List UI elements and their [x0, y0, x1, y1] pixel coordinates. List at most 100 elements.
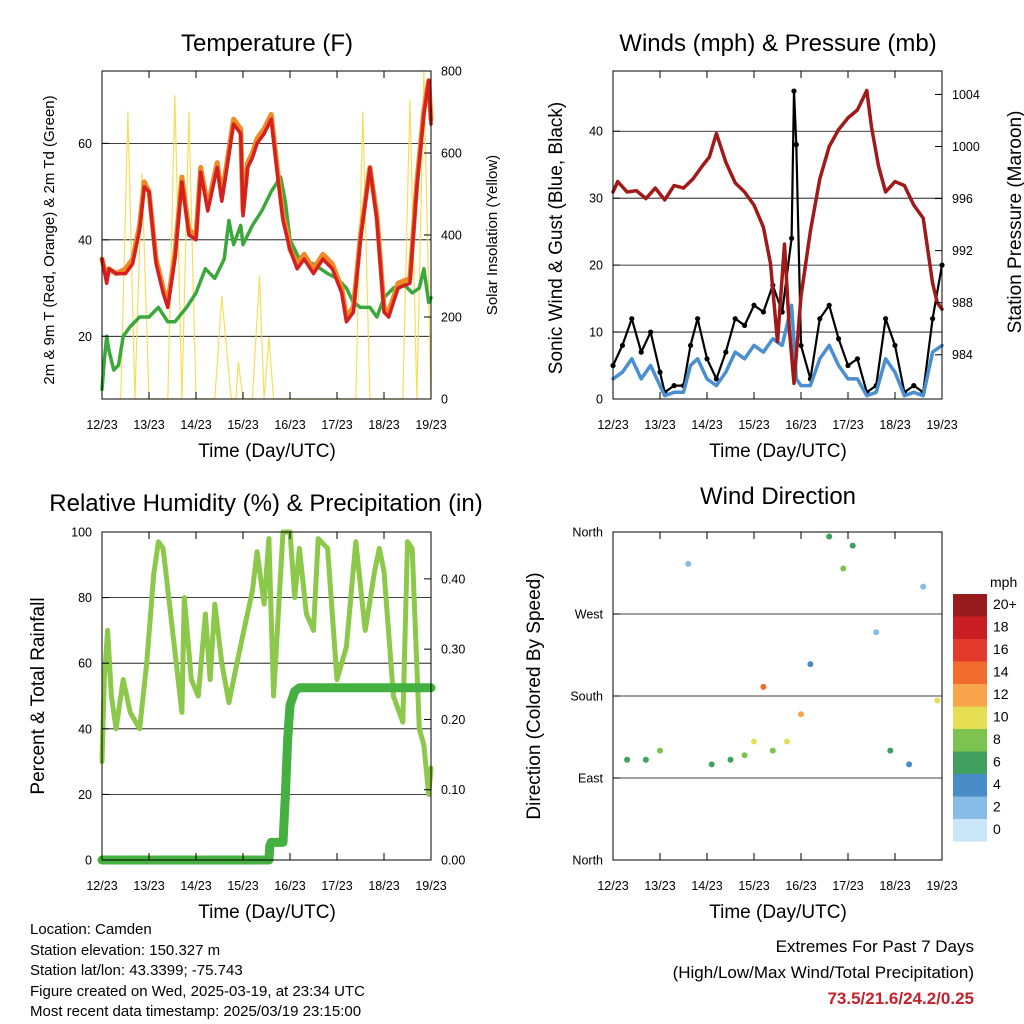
- y-tick-label: 60: [78, 657, 92, 671]
- colorbar-swatch: [953, 796, 987, 819]
- direction-point: [826, 533, 833, 540]
- colorbar-swatch: [953, 706, 987, 729]
- y-tick-label: 40: [78, 233, 92, 247]
- y-tick-label: East: [578, 772, 604, 786]
- y2-tick-label: 988: [952, 296, 973, 310]
- y2-tick-label: 0: [441, 393, 448, 407]
- station-location: Location: Camden: [30, 921, 152, 938]
- x-tick-label: 18/23: [879, 879, 910, 893]
- colorbar-label: 2: [993, 799, 1001, 815]
- x-tick-label: 13/23: [644, 879, 675, 893]
- y2-tick-label: 0.30: [441, 643, 465, 657]
- x-tick-label: 12/23: [597, 418, 628, 432]
- y-tick-label: 40: [589, 125, 603, 139]
- y2-tick-label: 984: [952, 348, 973, 362]
- y2-tick-label: 400: [441, 229, 462, 243]
- colorbar-swatch: [953, 751, 987, 774]
- y2-tick-label: 0.10: [441, 783, 465, 797]
- humidity-precip-panel: Relative Humidity (%) & Precipitation (i…: [28, 490, 483, 923]
- wind-direction-panel: Wind Direction 12/23 13/23 14/23 15/23 16/23…: [524, 483, 1017, 923]
- x-tick-label: 14/23: [691, 418, 722, 432]
- y-tick-label: 40: [78, 722, 92, 736]
- x-tick-label: 12/23: [597, 879, 628, 893]
- y2-tick-label: 800: [441, 65, 462, 79]
- direction-point: [657, 747, 663, 754]
- colorbar-swatch: [953, 639, 987, 662]
- y-tick-label: 20: [78, 788, 92, 802]
- y2-tick-label: 200: [441, 311, 462, 325]
- direction-point: [887, 747, 894, 754]
- direction-point: [807, 661, 814, 668]
- series-precip: [97, 683, 436, 865]
- x-tick-label: 13/23: [133, 418, 164, 432]
- colorbar-label: 12: [993, 686, 1009, 702]
- direction-point: [741, 752, 748, 759]
- y2-tick-label: 1000: [952, 140, 980, 154]
- x-tick-label: 12/23: [86, 879, 117, 893]
- direction-ylabel: Direction (Colored By Speed): [524, 572, 545, 819]
- humidity-ylabel: Percent & Total Rainfall: [28, 597, 49, 794]
- colorbar-label: 8: [993, 731, 1001, 747]
- y2-tick-label: 0.20: [441, 713, 465, 727]
- y2-tick-label: 600: [441, 147, 462, 161]
- colorbar-label: 16: [993, 641, 1009, 657]
- winds-title: Winds (mph) & Pressure (mb): [619, 30, 936, 57]
- winds-pressure-panel: Winds (mph) & Pressure (mb) 12/23 13/23 14…: [546, 30, 1024, 462]
- x-tick-label: 19/23: [926, 879, 957, 893]
- temperature-xlabel: Time (Day/UTC): [198, 441, 336, 462]
- humidity-xlabel: Time (Day/UTC): [198, 902, 336, 923]
- x-tick-label: 18/23: [879, 418, 910, 432]
- colorbar-label: 10: [993, 709, 1009, 725]
- colorbar-swatch: [953, 819, 987, 842]
- temperature-y2label: Solar Insolation (Yellow): [484, 155, 501, 315]
- winds-y2label: Station Pressure (Maroon): [1005, 111, 1024, 334]
- y2-tick-label: 996: [952, 192, 973, 206]
- y-tick-label: 30: [589, 192, 603, 206]
- x-tick-label: 12/23: [86, 418, 117, 432]
- x-tick-label: 14/23: [691, 879, 722, 893]
- winds-xlabel: Time (Day/UTC): [709, 441, 847, 462]
- figure-created: Figure created on Wed, 2025-03-19, at 23…: [30, 982, 365, 1000]
- colorbar-label: 4: [993, 776, 1001, 792]
- direction-point: [849, 542, 856, 549]
- y-tick-label: 0: [85, 854, 92, 868]
- temperature-panel: Temperature (F) 12/23 13/23 14/23 15/23 16/2…: [41, 30, 501, 462]
- extremes-title: Extremes For Past 7 Days: [775, 937, 974, 956]
- y2-tick-label: 1004: [952, 88, 980, 102]
- y2-tick-label: 992: [952, 244, 973, 258]
- colorbar-title: mph: [990, 574, 1017, 590]
- recent-timestamp: Most recent data timestamp: 2025/03/19 2…: [30, 1003, 362, 1020]
- colorbar-swatch: [953, 774, 987, 797]
- series-solar: [120, 70, 432, 400]
- x-tick-label: 15/23: [227, 418, 258, 432]
- direction-point: [906, 761, 913, 768]
- colorbar-label: 14: [993, 664, 1009, 680]
- humidity-title: Relative Humidity (%) & Precipitation (i…: [49, 490, 482, 517]
- y-tick-label: 0: [596, 393, 603, 407]
- direction-point: [624, 756, 631, 763]
- colorbar-label: 0: [993, 821, 1001, 837]
- direction-point: [798, 711, 804, 718]
- direction-title: Wind Direction: [700, 483, 856, 510]
- direction-point: [934, 697, 941, 704]
- y-tick-label: West: [575, 608, 604, 622]
- direction-point: [873, 629, 880, 636]
- y2-tick-label: 0.00: [441, 854, 465, 868]
- direction-point: [920, 583, 927, 590]
- x-tick-label: 15/23: [738, 418, 769, 432]
- y-tick-label: 20: [589, 259, 603, 273]
- colorbar-swatch: [953, 616, 987, 639]
- y-tick-label: 20: [78, 330, 92, 344]
- y-tick-label: 10: [589, 326, 603, 340]
- station-latlon: Station lat/lon: 43.3399; -75.743: [30, 962, 243, 979]
- x-tick-label: 17/23: [832, 879, 863, 893]
- direction-point: [840, 565, 847, 572]
- y-tick-label: 80: [78, 591, 92, 605]
- x-tick-label: 13/23: [133, 879, 164, 893]
- x-tick-label: 16/23: [785, 418, 816, 432]
- x-tick-label: 16/23: [785, 879, 816, 893]
- x-tick-label: 13/23: [644, 418, 675, 432]
- colorbar-label: 6: [993, 754, 1001, 770]
- series-t2m: [100, 78, 433, 324]
- temperature-title: Temperature (F): [181, 30, 353, 57]
